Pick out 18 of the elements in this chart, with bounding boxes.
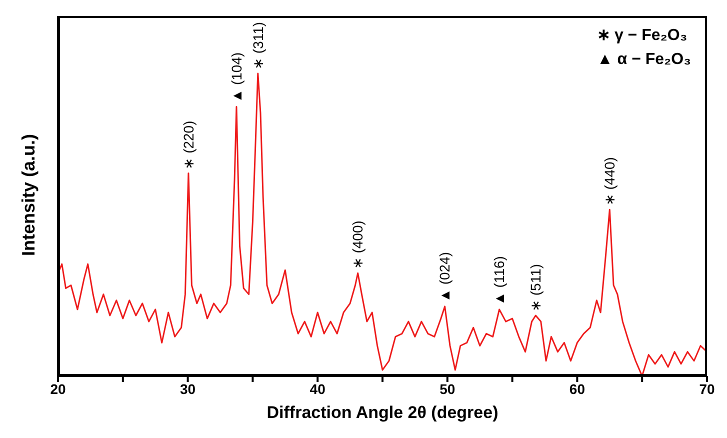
annotation: ∗ (220) [180,120,196,170]
x-tick-label: 20 [50,380,66,397]
x-tick-label: 50 [440,380,456,397]
x-axis-title: Diffraction Angle 2θ (degree) [266,403,498,422]
annotation: ▲ (024) [436,252,453,302]
text: ▲ α − Fe₂O₃ [597,50,691,70]
x-tick-label: 40 [310,380,326,397]
annotation: ▲ (116) [491,256,508,306]
annotation: ∗ (311) [250,22,266,70]
annotation: ∗ (440) [602,157,618,206]
y-axis-title: Intensity (a.u.) [18,134,38,256]
annotation: ▲ (104) [228,52,244,103]
x-tick-label: 60 [569,380,586,397]
x-tick-label: 70 [699,380,715,397]
annotation: ∗ (511) [528,264,544,312]
x-tick-label: 30 [180,380,196,397]
annotation: ∗ (400) [350,220,366,270]
text: ∗ γ − Fe₂O₃ [597,26,688,46]
